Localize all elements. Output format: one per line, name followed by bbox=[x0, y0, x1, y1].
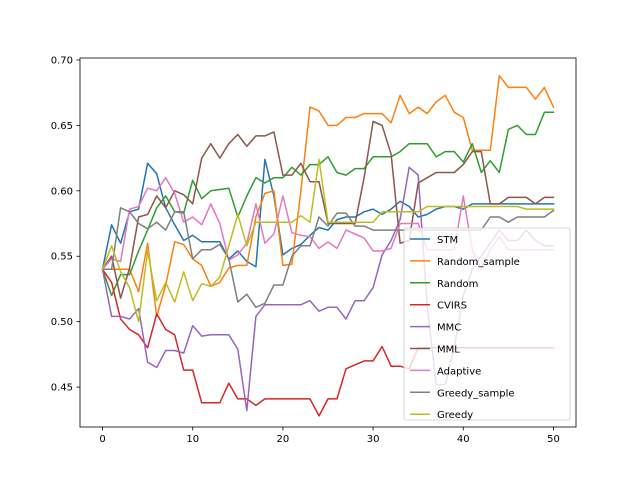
legend-label: MML bbox=[437, 345, 460, 356]
legend-label: Greedy bbox=[437, 410, 473, 421]
series-line-greedy bbox=[101, 158, 555, 323]
x-tick-label: 10 bbox=[186, 434, 199, 445]
series-line-random-sample bbox=[101, 74, 555, 318]
legend-label: Random_sample bbox=[437, 257, 520, 268]
y-tick-label: 0.60 bbox=[51, 186, 73, 197]
legend-label: CVIRS bbox=[437, 301, 467, 312]
y-tick-label: 0.45 bbox=[51, 383, 73, 394]
legend-box bbox=[403, 227, 571, 421]
x-axis: 0 10 20 30 40 50 bbox=[99, 427, 560, 445]
legend-label: Greedy_sample bbox=[437, 388, 515, 399]
y-tick-label: 0.50 bbox=[51, 317, 73, 328]
legend-label: Random bbox=[437, 279, 478, 290]
y-tick-label: 0.55 bbox=[51, 252, 73, 263]
series-line-stm bbox=[101, 158, 555, 271]
y-axis: 0.45 0.50 0.55 0.60 0.65 0.70 bbox=[51, 55, 80, 394]
legend: STM Random_sample Random CVIRS MMC MML Adaptiv… bbox=[403, 227, 571, 421]
legend-label: Adaptive bbox=[437, 366, 481, 377]
legend-label: MMC bbox=[437, 323, 461, 334]
x-tick-label: 0 bbox=[99, 434, 105, 445]
x-tick-label: 20 bbox=[277, 434, 290, 445]
x-tick-label: 40 bbox=[457, 434, 470, 445]
axes-frame bbox=[79, 57, 577, 428]
x-tick-label: 30 bbox=[367, 434, 380, 445]
y-tick-label: 0.65 bbox=[51, 121, 73, 132]
legend-label: STM bbox=[437, 235, 458, 246]
y-tick-label: 0.70 bbox=[51, 55, 73, 66]
x-tick-label: 50 bbox=[547, 434, 560, 445]
series-line-mml bbox=[101, 120, 555, 299]
